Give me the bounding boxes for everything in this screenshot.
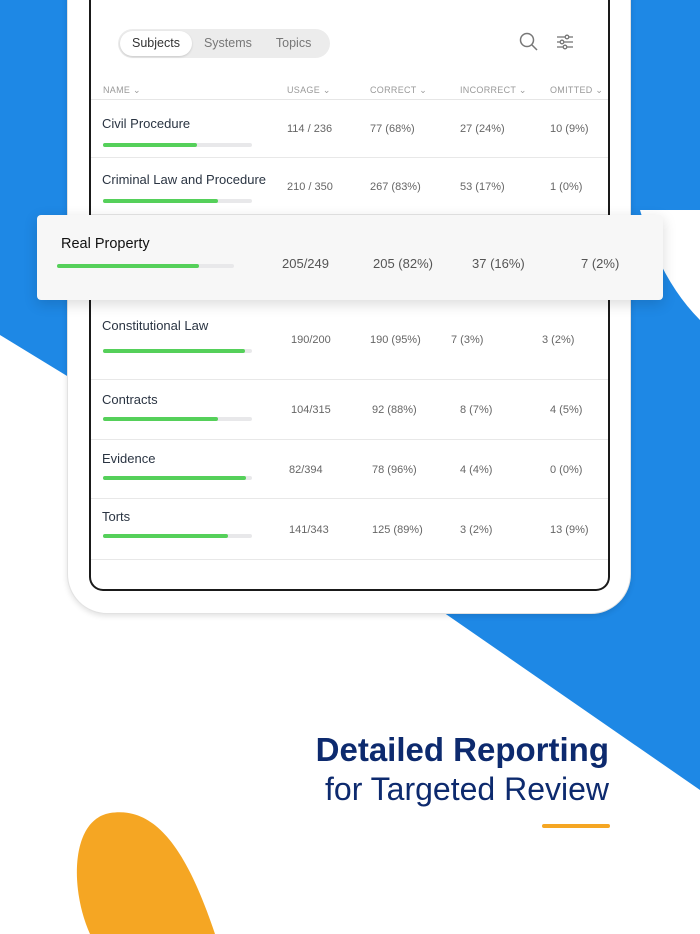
table-row[interactable]: Constitutional Law 190/200 190 (95%) 7 (3%…	[91, 300, 608, 380]
correct: 190 (95%)	[370, 334, 421, 346]
row-name: Constitutional Law	[102, 318, 209, 333]
incorrect: 27 (24%)	[460, 123, 505, 135]
incorrect: 4 (4%)	[460, 463, 493, 476]
row-name: Evidence	[102, 451, 156, 466]
row-name: Torts	[102, 509, 131, 524]
omitted: 3 (2%)	[542, 334, 575, 346]
tab-subjects[interactable]: Subjects	[120, 31, 192, 56]
table-row[interactable]: Civil Procedure 114 / 236 77 (68%) 27 (24%…	[91, 100, 608, 158]
usage: 104/315	[291, 404, 331, 416]
omitted: 10 (9%)	[550, 123, 589, 135]
omitted: 0 (0%)	[550, 463, 583, 476]
table-row[interactable]: Evidence 82/394 78 (96%) 4 (4%) 0 (0%)	[91, 440, 608, 499]
incorrect: 3 (2%)	[460, 523, 493, 536]
correct: 78 (96%)	[372, 463, 417, 476]
progress-bar	[103, 534, 252, 538]
row-name: Civil Procedure	[102, 116, 191, 131]
row-name: Contracts	[102, 392, 158, 407]
col-correct[interactable]: CORRECT ⌄	[370, 85, 428, 95]
omitted: 4 (5%)	[550, 404, 583, 416]
correct: 205 (82%)	[373, 256, 433, 271]
usage: 190/200	[291, 334, 331, 346]
headline-subtitle: for Targeted Review	[325, 771, 609, 807]
table-row[interactable]: Criminal Law and Procedure 210 / 350 267 …	[91, 158, 608, 215]
progress-fill	[57, 264, 199, 268]
col-omitted[interactable]: OMITTED ⌄	[550, 85, 604, 95]
usage: 141/343	[289, 523, 329, 536]
usage: 205/249	[282, 256, 329, 271]
incorrect: 37 (16%)	[472, 256, 525, 271]
sliders-icon[interactable]	[556, 32, 574, 52]
orange-blob	[76, 812, 215, 934]
tab-topics[interactable]: Topics	[275, 36, 312, 50]
headline-title: Detailed Reporting	[315, 731, 609, 768]
segmented-control: Subjects Systems Topics	[118, 29, 330, 58]
usage: 210 / 350	[287, 180, 333, 193]
incorrect: 7 (3%)	[451, 334, 484, 346]
search-icon[interactable]	[519, 32, 539, 52]
correct: 92 (88%)	[372, 404, 417, 416]
row-name: Criminal Law and Procedure	[102, 172, 267, 187]
incorrect: 53 (17%)	[460, 180, 505, 193]
progress-bar	[103, 143, 252, 147]
usage: 114 / 236	[287, 123, 333, 135]
incorrect: 8 (7%)	[460, 404, 493, 416]
correct: 267 (83%)	[370, 180, 421, 193]
progress-fill	[103, 417, 218, 421]
progress-bar	[103, 349, 252, 353]
progress-fill	[103, 349, 245, 353]
progress-fill	[103, 534, 229, 538]
col-name[interactable]: NAME ⌄	[103, 85, 141, 95]
tab-systems[interactable]: Systems	[203, 36, 252, 50]
progress-bar	[103, 199, 252, 203]
correct: 77 (68%)	[370, 123, 415, 135]
usage: 82/394	[289, 463, 323, 476]
omitted: 7 (2%)	[581, 256, 620, 271]
highlighted-row-real-property[interactable]: Real Property 205/249 205 (82%) 37 (16%)…	[37, 215, 663, 300]
progress-bar	[103, 476, 252, 480]
progress-bar	[57, 264, 234, 268]
correct: 125 (89%)	[372, 523, 423, 536]
progress-fill	[103, 143, 197, 147]
omitted: 1 (0%)	[550, 180, 583, 193]
col-incorrect[interactable]: INCORRECT ⌄	[460, 85, 527, 95]
progress-fill	[103, 476, 247, 480]
table-header: NAME ⌄ USAGE ⌄ CORRECT ⌄ INCORRECT ⌄ OMI…	[91, 83, 608, 100]
omitted: 13 (9%)	[550, 523, 589, 536]
row-name: Real Property	[61, 236, 150, 252]
progress-fill	[103, 199, 218, 203]
accent-underline	[542, 824, 610, 828]
table-row[interactable]: Torts 141/343 125 (89%) 3 (2%) 13 (9%)	[91, 499, 608, 560]
table-row[interactable]: Contracts 104/315 92 (88%) 8 (7%) 4 (5%)	[91, 380, 608, 440]
col-usage[interactable]: USAGE ⌄	[287, 85, 331, 95]
progress-bar	[103, 417, 252, 421]
